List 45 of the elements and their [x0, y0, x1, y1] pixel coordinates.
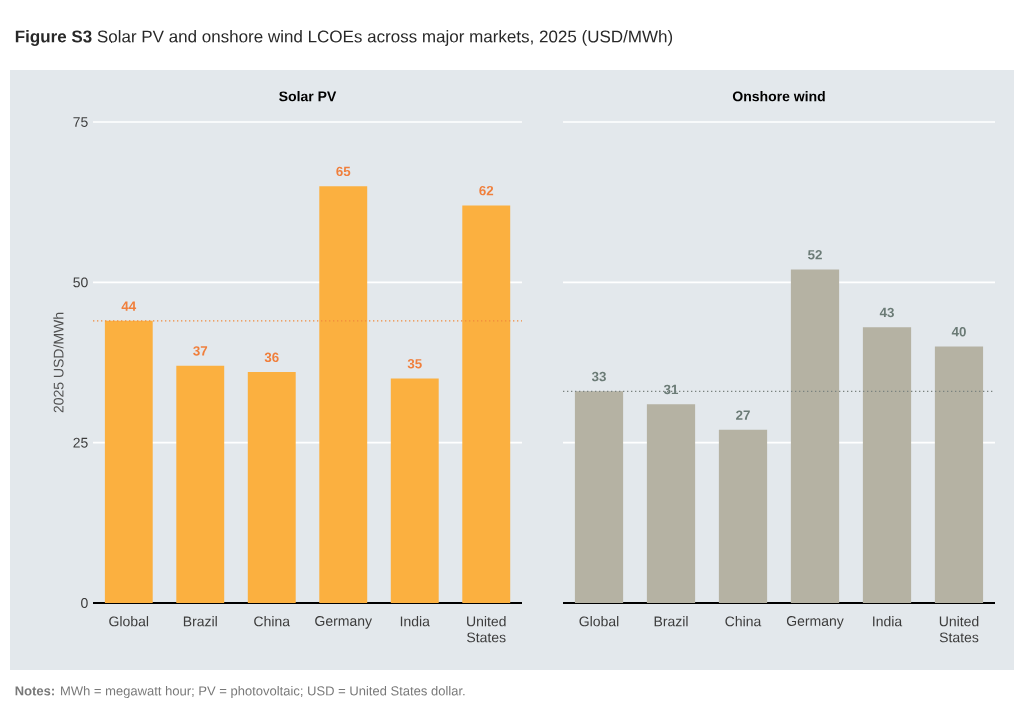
- data-label: 37: [193, 346, 208, 356]
- data-label: 35: [407, 359, 422, 369]
- data-label: 44: [121, 301, 137, 311]
- data-label: 27: [736, 410, 750, 420]
- bar: [574, 391, 624, 603]
- bar: [390, 378, 439, 603]
- x-tick-label: India: [400, 616, 430, 627]
- y-tick-label: 75: [73, 117, 88, 127]
- bar: [718, 429, 768, 603]
- x-tick-label: India: [873, 616, 903, 627]
- x-tick-label: Brazil: [183, 616, 217, 627]
- x-tick-label: Germany: [786, 616, 844, 629]
- chart-subtitle: Solar PV: [279, 91, 337, 102]
- x-tick-label: China: [725, 616, 762, 627]
- bar: [790, 269, 840, 603]
- chart-title: Figure S3 Solar PV and onshore wind LCOEs across major markets, 2025 (USD/MWh): [15, 30, 673, 46]
- data-label: 40: [951, 326, 966, 337]
- bar: [862, 327, 912, 603]
- data-label: 43: [879, 307, 894, 318]
- y-axis-title: 2025 USD/MWh: [53, 312, 64, 413]
- x-tick-label: Brazil: [654, 616, 688, 627]
- y-tick-label: 0: [81, 598, 88, 608]
- x-tick-label: Global: [109, 616, 149, 627]
- data-label: 33: [591, 371, 606, 382]
- bar: [319, 186, 368, 603]
- x-tick-label: United States: [467, 616, 506, 643]
- y-tick-label: 25: [73, 437, 88, 448]
- bar: [104, 320, 153, 603]
- bar: [247, 372, 296, 603]
- data-label: 62: [479, 185, 494, 196]
- x-tick-label: Germany: [315, 616, 372, 629]
- x-tick-label: China: [254, 616, 291, 627]
- data-label: 52: [808, 250, 822, 260]
- data-label: 65: [336, 166, 351, 177]
- bar: [934, 346, 984, 603]
- data-label: 36: [264, 352, 279, 363]
- y-tick-label: 50: [73, 277, 88, 288]
- chart-subtitle: Onshore wind: [732, 91, 825, 102]
- bar: [462, 205, 511, 603]
- x-tick-label: Global: [579, 616, 619, 627]
- text: Notes: MWh = megawatt hour; PV = photovoltaic; USD = United States dollar.: [15, 685, 465, 699]
- data-label: 31: [663, 384, 679, 395]
- bar: [646, 404, 696, 603]
- x-tick-label: United States: [939, 616, 979, 643]
- bar: [176, 365, 225, 603]
